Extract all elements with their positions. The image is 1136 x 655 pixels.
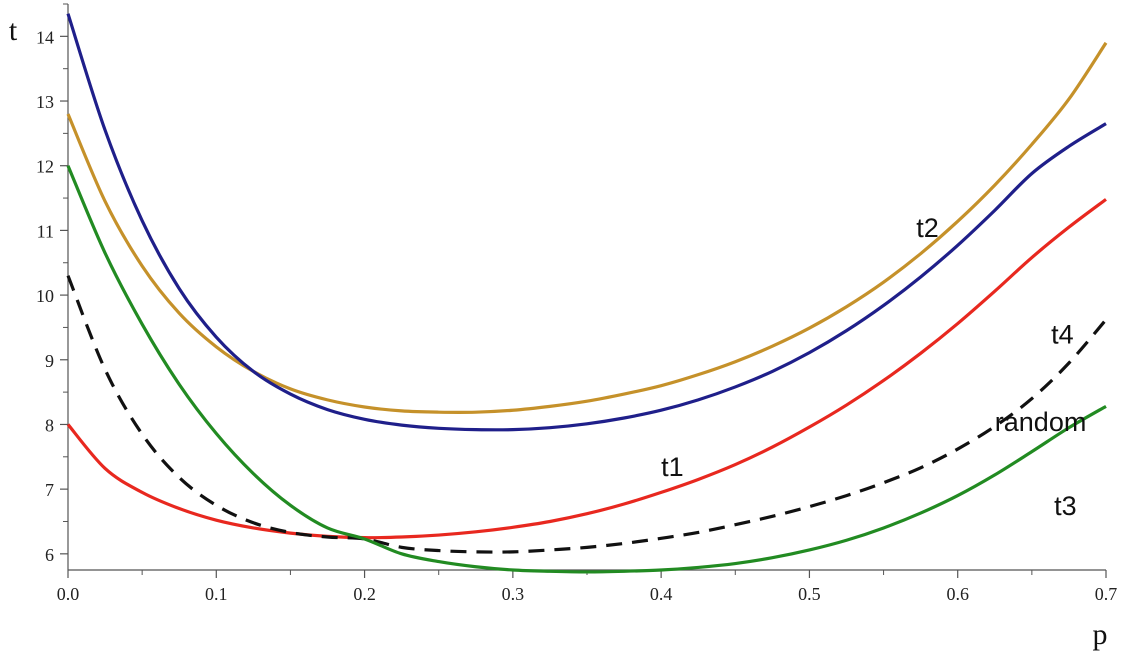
y-tick-label: 7 — [45, 480, 54, 500]
x-axis-label: p — [1093, 618, 1108, 651]
axes: 0.0 0.1 0.2 0.3 0.4 0.5 0.6 0.7 6 7 8 9 10 11 12 13 14 — [36, 3, 1118, 604]
series-label-t2: t2 — [916, 213, 939, 243]
x-tick-label: 0.7 — [1095, 584, 1118, 604]
series-label-t3: t3 — [1054, 491, 1077, 521]
y-tick-label: 6 — [45, 545, 54, 565]
y-tick-label: 8 — [45, 415, 54, 435]
y-tick-label: 10 — [36, 286, 54, 306]
y-tick-label: 12 — [36, 157, 54, 177]
series-line-t4 — [66, 198, 1107, 540]
x-tick-label: 0.1 — [205, 584, 228, 604]
x-tick-label: 0.5 — [798, 584, 821, 604]
y-tick-label: 14 — [36, 27, 54, 47]
y-axis-label: t — [9, 14, 18, 47]
x-tick-label: 0.2 — [353, 584, 376, 604]
series-label-t4: t4 — [1051, 320, 1074, 350]
series-label-t1: t1 — [661, 452, 684, 482]
series-line-random — [66, 275, 1108, 554]
x-tick-label: 0.0 — [57, 584, 80, 604]
x-tick-label: 0.6 — [946, 584, 969, 604]
x-tick-label: 0.4 — [650, 584, 673, 604]
series-line-t2 — [66, 41, 1108, 414]
series-label-random: random — [995, 407, 1087, 437]
y-tick-label: 13 — [36, 92, 54, 112]
x-tick-label: 0.3 — [502, 584, 525, 604]
labels-layer: t2 t4 random t1 t3 — [661, 213, 1086, 521]
series-line-t1 — [66, 13, 1107, 432]
series-line-t3 — [66, 165, 1107, 574]
series-layer — [66, 13, 1108, 574]
y-tick-label: 11 — [37, 221, 54, 241]
y-tick-label: 9 — [45, 351, 54, 371]
